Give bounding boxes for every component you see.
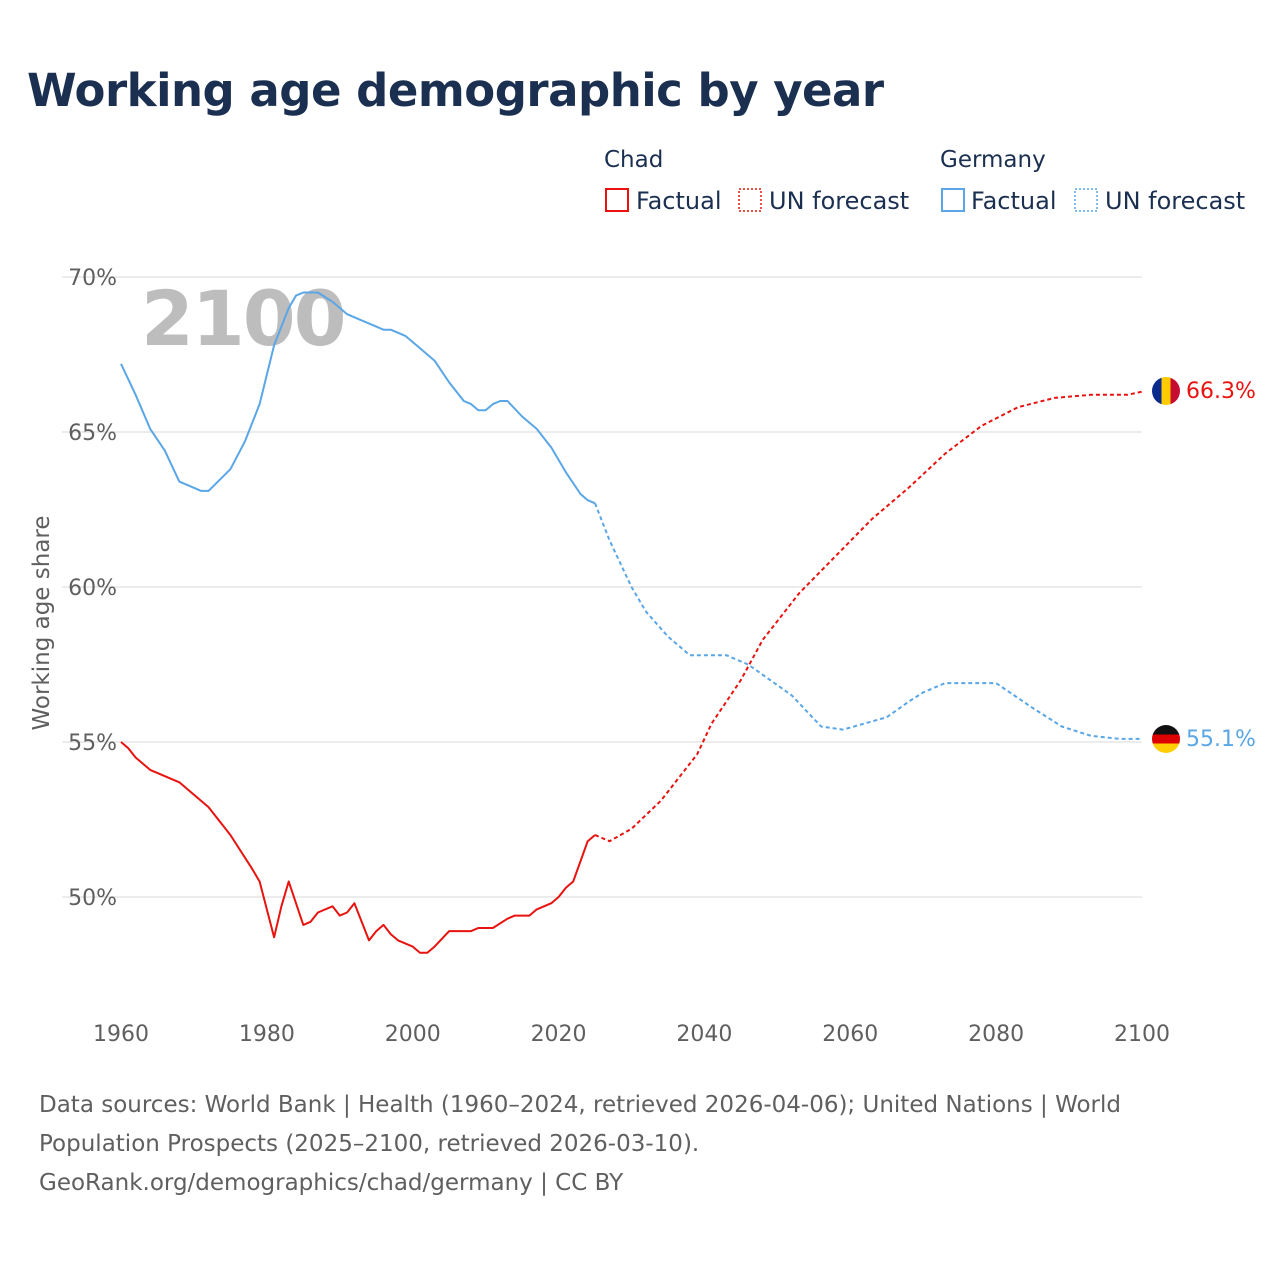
chad-factual-line <box>120 741 596 954</box>
legend-chad: Chad Factual UN forecast <box>604 147 909 215</box>
legend-chad-factual-swatch <box>605 188 629 212</box>
chart-title: Working age demographic by year <box>27 64 884 117</box>
chad-forecast-line <box>594 390 1143 843</box>
y-tick-label: 65% <box>68 421 117 446</box>
legend-germany-forecast[interactable]: UN forecast <box>1074 187 1245 215</box>
legend-chad-forecast[interactable]: UN forecast <box>738 187 909 215</box>
footer-attribution[interactable]: GeoRank.org/demographics/chad/germany | … <box>39 1170 624 1196</box>
x-tick-label: 2060 <box>822 1022 878 1047</box>
footer-sources-line-2: Population Prospects (2025–2100, retriev… <box>39 1131 700 1157</box>
legend-germany-forecast-swatch <box>1074 188 1098 212</box>
year-overlay: 2100 <box>141 274 345 363</box>
germany-forecast-line <box>594 502 1142 740</box>
grid-layer <box>62 276 1142 898</box>
germany-flag-icon <box>1152 725 1180 753</box>
footer-sources-line-1: Data sources: World Bank | Health (1960–… <box>39 1092 1121 1118</box>
germany-end-label: 55.1% <box>1186 727 1256 752</box>
legend-germany-title: Germany <box>940 147 1046 173</box>
legend-chad-factual-label: Factual <box>636 187 722 215</box>
legend-chad-forecast-swatch <box>738 188 762 212</box>
y-tick-label: 50% <box>68 886 117 911</box>
chad-end-label: 66.3% <box>1186 379 1256 404</box>
x-tick-label: 1980 <box>239 1022 295 1047</box>
x-tick-label: 2040 <box>676 1022 732 1047</box>
y-tick-label: 60% <box>68 576 117 601</box>
x-tick-label: 2020 <box>531 1022 587 1047</box>
germany-factual-line <box>120 291 596 505</box>
x-tick-label: 1960 <box>93 1022 149 1047</box>
y-axis-ticks: 50% 55% 60% 65% 70% <box>68 266 117 911</box>
legend-germany-factual-label: Factual <box>971 187 1057 215</box>
legend-germany: Germany Factual UN forecast <box>940 147 1245 215</box>
x-tick-label: 2100 <box>1114 1022 1170 1047</box>
x-tick-label: 2080 <box>968 1022 1024 1047</box>
series-layer <box>120 291 1143 954</box>
chad-flag-icon <box>1152 377 1180 405</box>
legend-germany-factual-swatch <box>941 188 965 212</box>
legend-chad-forecast-label: UN forecast <box>769 187 909 215</box>
legend-germany-forecast-label: UN forecast <box>1105 187 1245 215</box>
legend-chad-factual[interactable]: Factual <box>605 187 722 215</box>
y-tick-label: 55% <box>68 731 117 756</box>
x-tick-label: 2000 <box>385 1022 441 1047</box>
legend-germany-factual[interactable]: Factual <box>941 187 1057 215</box>
y-axis-title: Working age share <box>29 515 55 730</box>
x-axis-ticks: 1960 1980 2000 2020 2040 2060 2080 2100 <box>93 1022 1170 1047</box>
legend-chad-title: Chad <box>604 147 663 173</box>
footer: Data sources: World Bank | Health (1960–… <box>39 1086 1239 1203</box>
y-tick-label: 70% <box>68 266 117 291</box>
